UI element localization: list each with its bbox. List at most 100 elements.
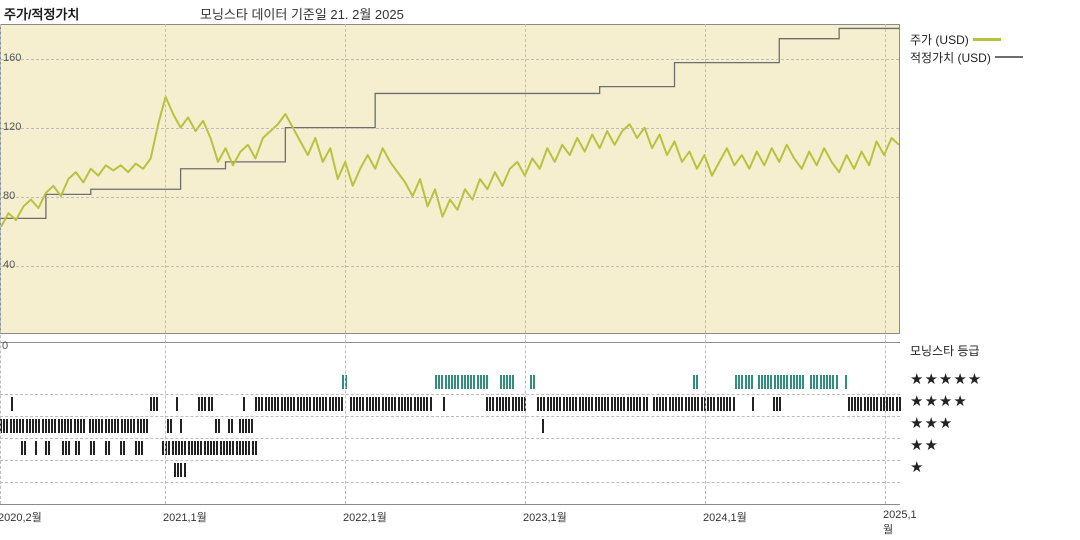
- rating-tick: [172, 441, 174, 455]
- vgrid-line: [525, 24, 526, 504]
- rating-tick: [582, 397, 584, 411]
- rating-tick: [181, 441, 183, 455]
- rating-tick: [11, 397, 13, 411]
- rating-tick: [764, 375, 766, 389]
- rating-tick: [194, 441, 196, 455]
- rating-tick: [588, 397, 590, 411]
- rating-tick: [672, 397, 674, 411]
- rating-tick: [65, 441, 67, 455]
- rating-tick: [170, 419, 172, 433]
- rating-tick: [726, 397, 728, 411]
- rating-tick: [752, 397, 754, 411]
- rating-tick: [19, 419, 21, 433]
- legend-price-swatch: [973, 38, 1001, 41]
- rating-tick: [569, 397, 571, 411]
- rating-tick: [13, 419, 15, 433]
- chart-root: { "header": { "title": "주가/적정가치", "subti…: [0, 0, 1080, 540]
- rating-tick: [167, 419, 169, 433]
- rating-tick: [319, 397, 321, 411]
- rating-tick: [505, 397, 507, 411]
- rating-tick: [213, 441, 215, 455]
- rating-tick: [101, 419, 103, 433]
- rating-tick: [896, 397, 898, 411]
- rating-tick: [518, 397, 520, 411]
- rating-tick: [776, 397, 778, 411]
- rating-tick: [121, 419, 123, 433]
- rating-tick: [329, 397, 331, 411]
- rating-tick: [366, 397, 368, 411]
- rating-tick: [191, 441, 193, 455]
- rating-tick: [168, 441, 170, 455]
- rating-tick: [417, 397, 419, 411]
- rating-tick: [98, 419, 100, 433]
- rating-tick: [810, 375, 812, 389]
- rating-tick: [430, 397, 432, 411]
- rating-tick: [515, 397, 517, 411]
- rating-tick: [232, 441, 234, 455]
- rating-tick: [35, 419, 37, 433]
- rating-row-3: [0, 416, 900, 436]
- rating-tick: [180, 419, 182, 433]
- rating-tick: [467, 375, 469, 389]
- rating-tick: [201, 397, 203, 411]
- rating-tick: [391, 397, 393, 411]
- rating-tick: [207, 441, 209, 455]
- rating-tick: [120, 441, 122, 455]
- rating-row-1: [0, 460, 900, 480]
- rating-tick: [255, 397, 257, 411]
- rating-tick: [423, 397, 425, 411]
- rating-tick: [153, 397, 155, 411]
- rating-tick: [123, 441, 125, 455]
- rating-tick: [816, 375, 818, 389]
- rating-legend-4: ★★★★: [910, 391, 982, 413]
- rating-tick: [729, 397, 731, 411]
- rating-tick: [777, 375, 779, 389]
- rating-tick: [90, 441, 92, 455]
- rating-legend-3: ★★★: [910, 413, 982, 435]
- rating-tick: [341, 397, 343, 411]
- rating-tick: [200, 441, 202, 455]
- rating-tick: [426, 397, 428, 411]
- rating-tick: [860, 397, 862, 411]
- rating-tick: [93, 441, 95, 455]
- rating-tick: [454, 375, 456, 389]
- legend-price-label: 주가 (USD): [910, 31, 969, 48]
- rating-tick: [410, 397, 412, 411]
- rating-row-2: [0, 438, 900, 458]
- rating-tick: [74, 419, 76, 433]
- rating-tick: [68, 441, 70, 455]
- rating-tick: [70, 419, 72, 433]
- rating-tick: [226, 441, 228, 455]
- rating-tick: [231, 419, 233, 433]
- rating-tick: [845, 375, 847, 389]
- rating-tick: [681, 397, 683, 411]
- rating-tick: [220, 441, 222, 455]
- rating-tick: [669, 397, 671, 411]
- y-tick-label: 40: [3, 259, 15, 271]
- rating-tick: [135, 441, 137, 455]
- rating-tick: [378, 397, 380, 411]
- rating-tick: [24, 441, 26, 455]
- rating-tick: [45, 419, 47, 433]
- rating-tick: [802, 375, 804, 389]
- rating-tick: [38, 419, 40, 433]
- rating-tick: [215, 419, 217, 433]
- rating-tick: [591, 397, 593, 411]
- rating-tick: [236, 441, 238, 455]
- rating-tick: [547, 397, 549, 411]
- rating-tick: [61, 419, 63, 433]
- rating-tick: [675, 397, 677, 411]
- y-tick-label: 160: [3, 52, 21, 64]
- rating-tick: [448, 375, 450, 389]
- x-axis: 2020,2월2021,1월2022,1월2023,1월2024,1월2025,…: [0, 504, 900, 534]
- rating-tick: [443, 397, 445, 411]
- rating-tick: [533, 375, 535, 389]
- rating-tick: [177, 463, 179, 477]
- rating-tick: [697, 397, 699, 411]
- rating-tick: [80, 419, 82, 433]
- rating-tick: [733, 397, 735, 411]
- rating-tick: [483, 375, 485, 389]
- rating-tick: [313, 397, 315, 411]
- rating-tick: [21, 441, 23, 455]
- rating-tick: [251, 419, 253, 433]
